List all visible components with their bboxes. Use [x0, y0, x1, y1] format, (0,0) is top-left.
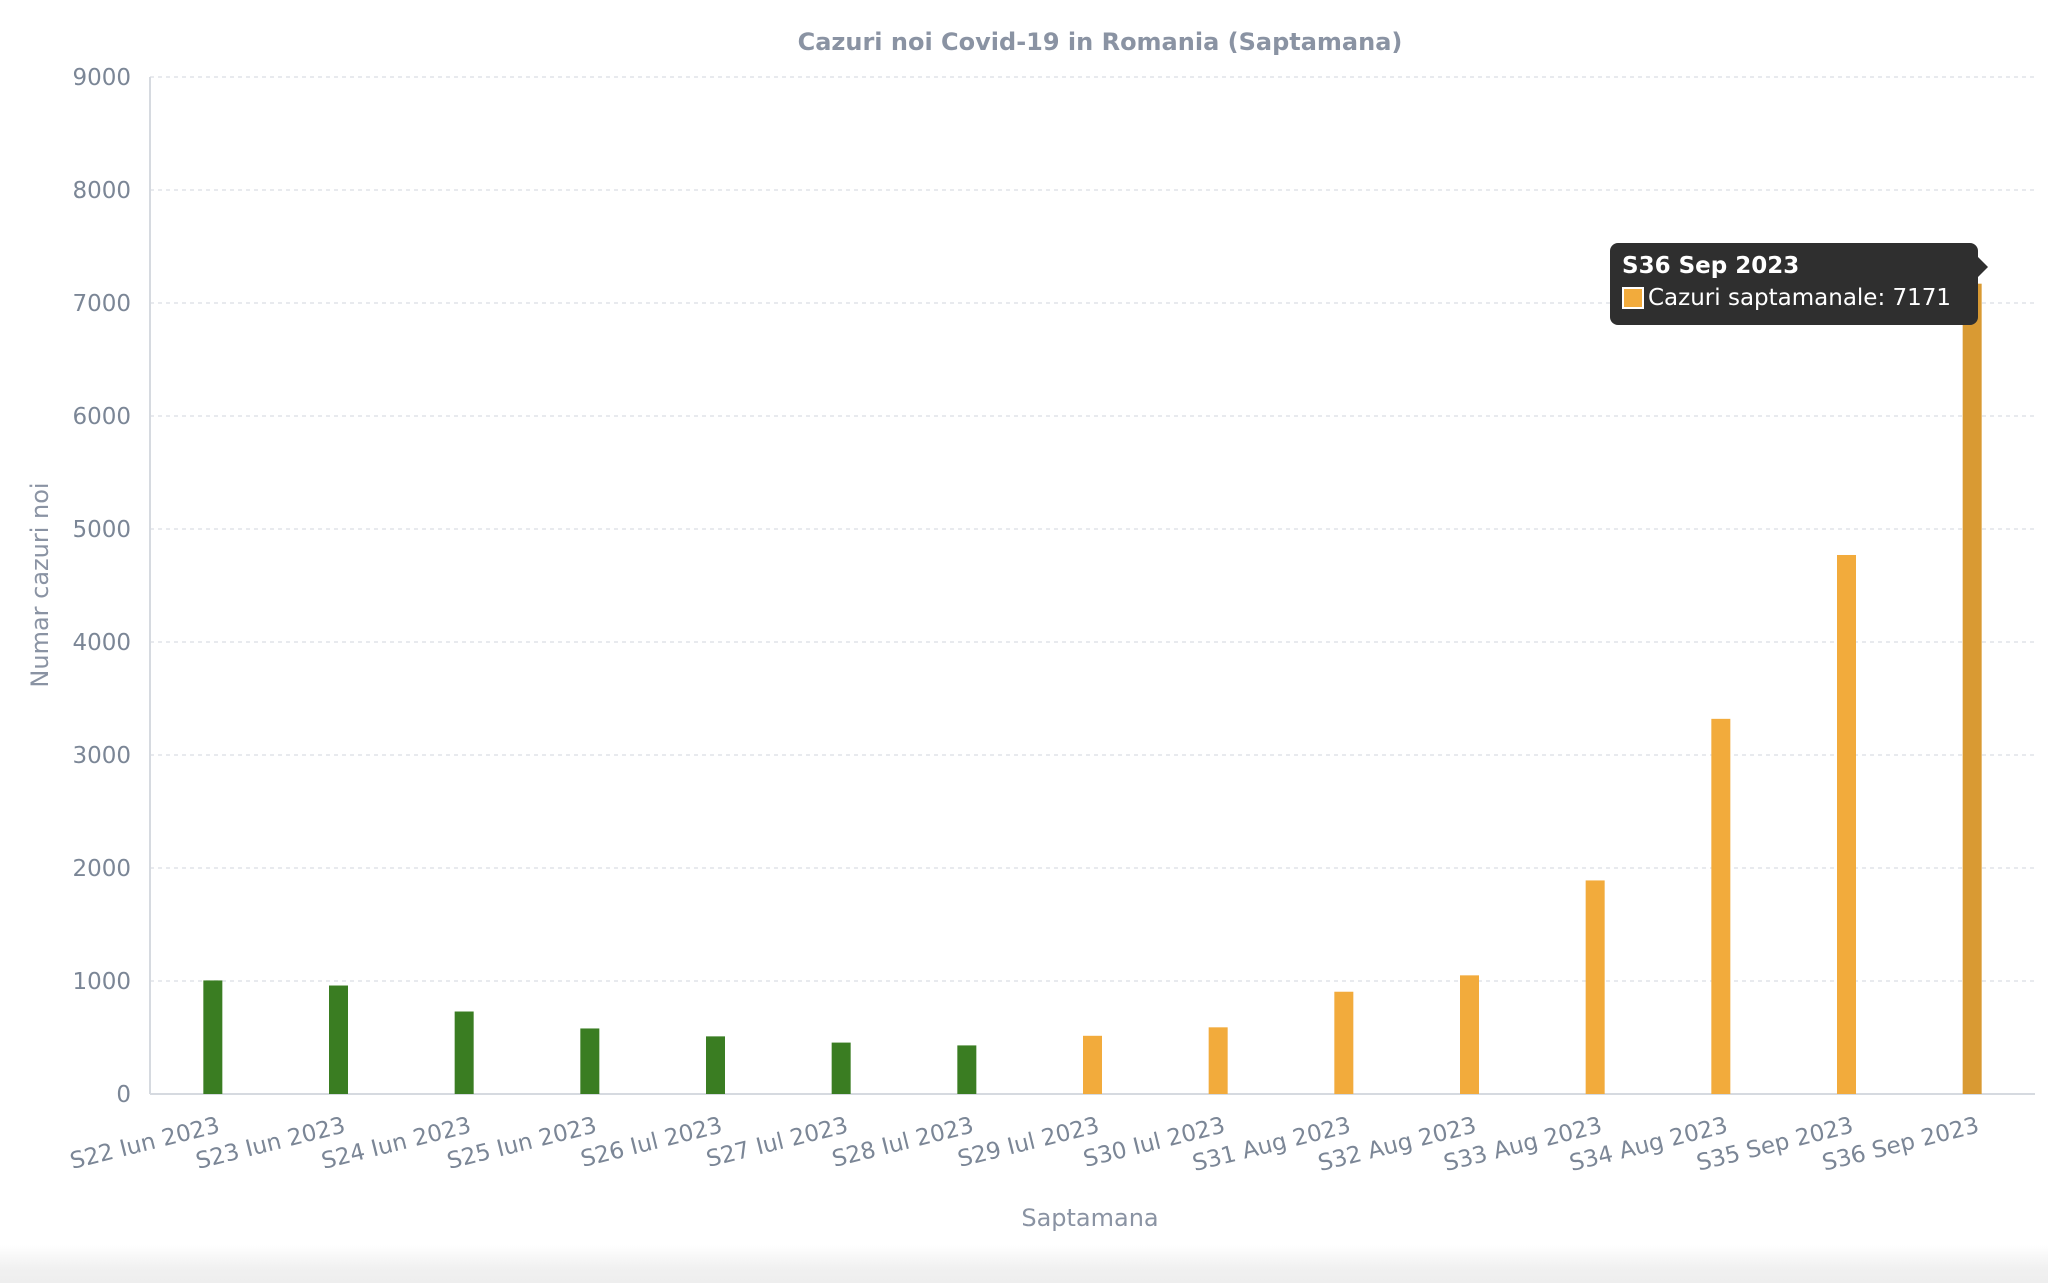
bars[interactable] — [203, 283, 1982, 1094]
legend-swatch-icon — [1622, 287, 1644, 309]
tooltip-title: S36 Sep 2023 — [1622, 253, 1800, 279]
axes — [149, 77, 2035, 1095]
x-tick-label: S26 Iul 2023 — [578, 1113, 725, 1173]
bar[interactable] — [1962, 283, 1982, 1094]
x-axis-label: Saptamana — [1021, 1204, 1158, 1232]
y-tick-labels: 0 1000 2000 3000 4000 5000 6000 7000 8000 9000 — [72, 65, 131, 1108]
y-tick-label: 6000 — [72, 404, 131, 430]
y-tick-label: 0 — [116, 1082, 131, 1108]
x-tick-label: S29 Iul 2023 — [955, 1113, 1102, 1173]
y-tick-label: 5000 — [72, 517, 131, 543]
tooltip-value-text: Cazuri saptamanale: 7171 — [1648, 285, 1952, 311]
tooltip: S36 Sep 2023 Cazuri saptamanale: 7171 — [1610, 243, 1988, 325]
bar[interactable] — [706, 1036, 725, 1094]
x-tick-label: S28 Iul 2023 — [830, 1113, 977, 1173]
y-tick-label: 3000 — [72, 743, 131, 769]
y-tick-label: 9000 — [72, 65, 131, 91]
bar[interactable] — [1585, 880, 1605, 1094]
bar[interactable] — [454, 1011, 474, 1094]
y-axis-label: Numar cazuri noi — [26, 482, 54, 687]
bar[interactable] — [957, 1045, 977, 1094]
bar[interactable] — [831, 1042, 851, 1094]
y-tick-label: 2000 — [72, 856, 131, 882]
bottom-fade — [0, 1245, 2048, 1283]
bar[interactable] — [1334, 991, 1354, 1094]
bar[interactable] — [1208, 1027, 1228, 1094]
bar[interactable] — [580, 1028, 600, 1094]
x-tick-label: S27 Iul 2023 — [704, 1113, 851, 1173]
bar[interactable] — [1460, 975, 1479, 1094]
bar[interactable] — [1083, 1035, 1102, 1094]
chart-title: Cazuri noi Covid-19 in Romania (Saptaman… — [798, 28, 1403, 56]
y-tick-label: 4000 — [72, 630, 131, 656]
gridlines — [150, 76, 2035, 982]
tooltip-row: Cazuri saptamanale: 7171 — [1622, 281, 1966, 315]
bar[interactable] — [1711, 718, 1731, 1094]
bar[interactable] — [203, 980, 223, 1094]
bar[interactable] — [1837, 554, 1856, 1094]
bar[interactable] — [329, 985, 348, 1094]
y-tick-label: 8000 — [72, 178, 131, 204]
y-tick-label: 7000 — [72, 291, 131, 317]
y-tick-label: 1000 — [72, 969, 131, 995]
